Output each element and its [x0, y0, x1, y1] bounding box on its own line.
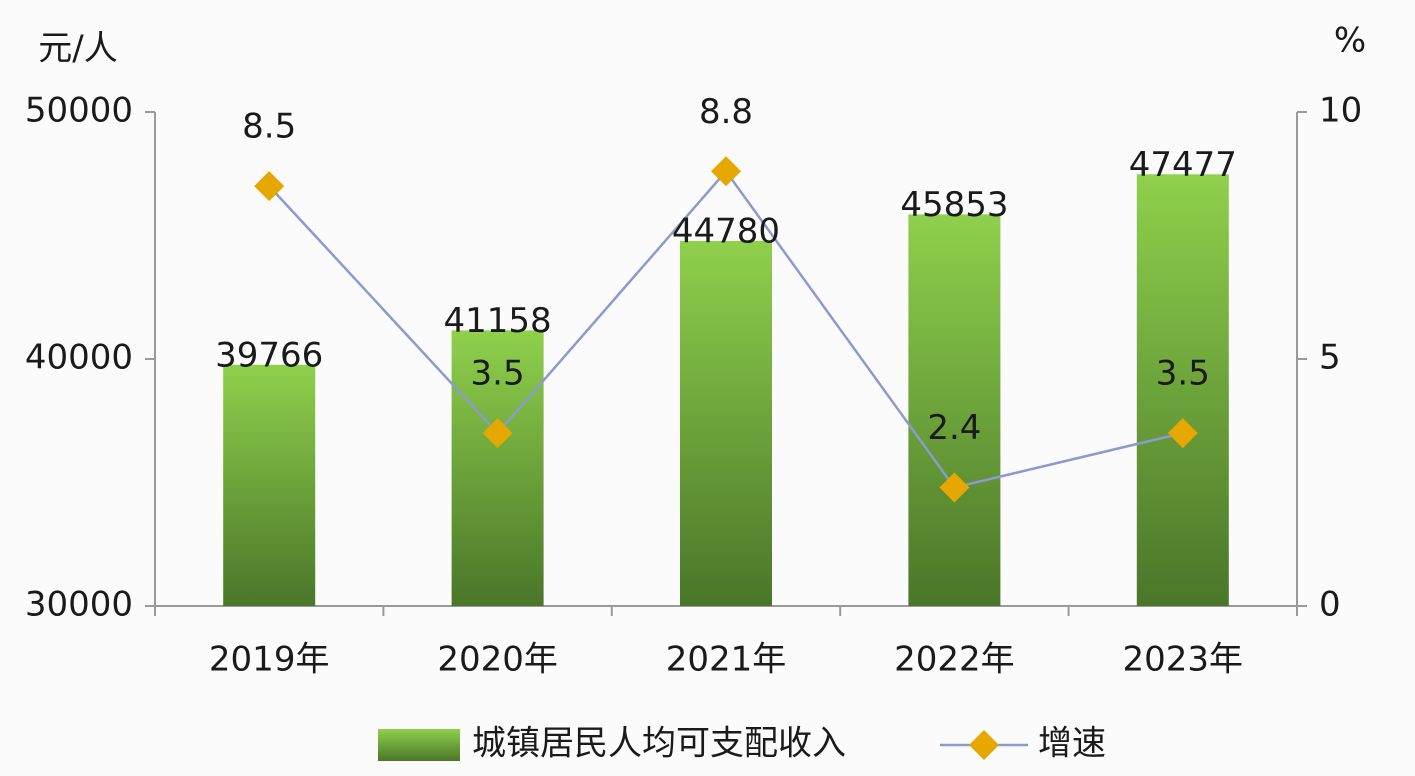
y-tick-label: 50000 [25, 91, 133, 131]
x-tick-label: 2020年 [437, 640, 558, 680]
legend-label: 城镇居民人均可支配收入 [472, 724, 846, 764]
growth-value-label: 3.5 [1156, 354, 1210, 394]
x-tick-label: 2022年 [894, 640, 1015, 680]
x-tick-label: 2023年 [1123, 640, 1244, 680]
growth-marker [482, 418, 513, 449]
bar-value-label: 45853 [900, 185, 1008, 225]
growth-marker [711, 156, 741, 187]
bar-value-label: 47477 [1129, 145, 1237, 185]
growth-marker [1167, 418, 1198, 449]
y2-axis-label: % [1334, 21, 1366, 61]
growth-value-label: 2.4 [927, 408, 981, 448]
growth-value-label: 8.5 [242, 107, 296, 147]
growth-marker [939, 472, 970, 503]
bar-value-label: 39766 [215, 335, 323, 375]
bar-value-label: 41158 [444, 301, 552, 341]
legend-label: 增速 [1038, 724, 1106, 764]
growth-value-label: 8.8 [699, 92, 753, 132]
y-tick-label: 30000 [25, 585, 133, 625]
growth-value-label: 3.5 [471, 354, 525, 394]
bar-value-label: 44780 [672, 211, 780, 251]
y2-tick-label: 0 [1319, 585, 1341, 625]
bar [908, 214, 1001, 606]
bar [451, 330, 544, 606]
y-tick-label: 40000 [25, 338, 133, 378]
bar [680, 240, 772, 606]
bar [1136, 174, 1229, 606]
x-tick-label: 2019年 [209, 640, 330, 680]
y2-tick-label: 10 [1319, 91, 1362, 131]
bar [223, 364, 316, 606]
legend-swatch [378, 729, 460, 761]
y2-tick-label: 5 [1319, 338, 1341, 378]
x-tick-label: 2021年 [666, 640, 787, 680]
legend-marker [969, 730, 999, 760]
y-axis-label: 元/人 [38, 29, 117, 69]
growth-marker [254, 171, 285, 202]
